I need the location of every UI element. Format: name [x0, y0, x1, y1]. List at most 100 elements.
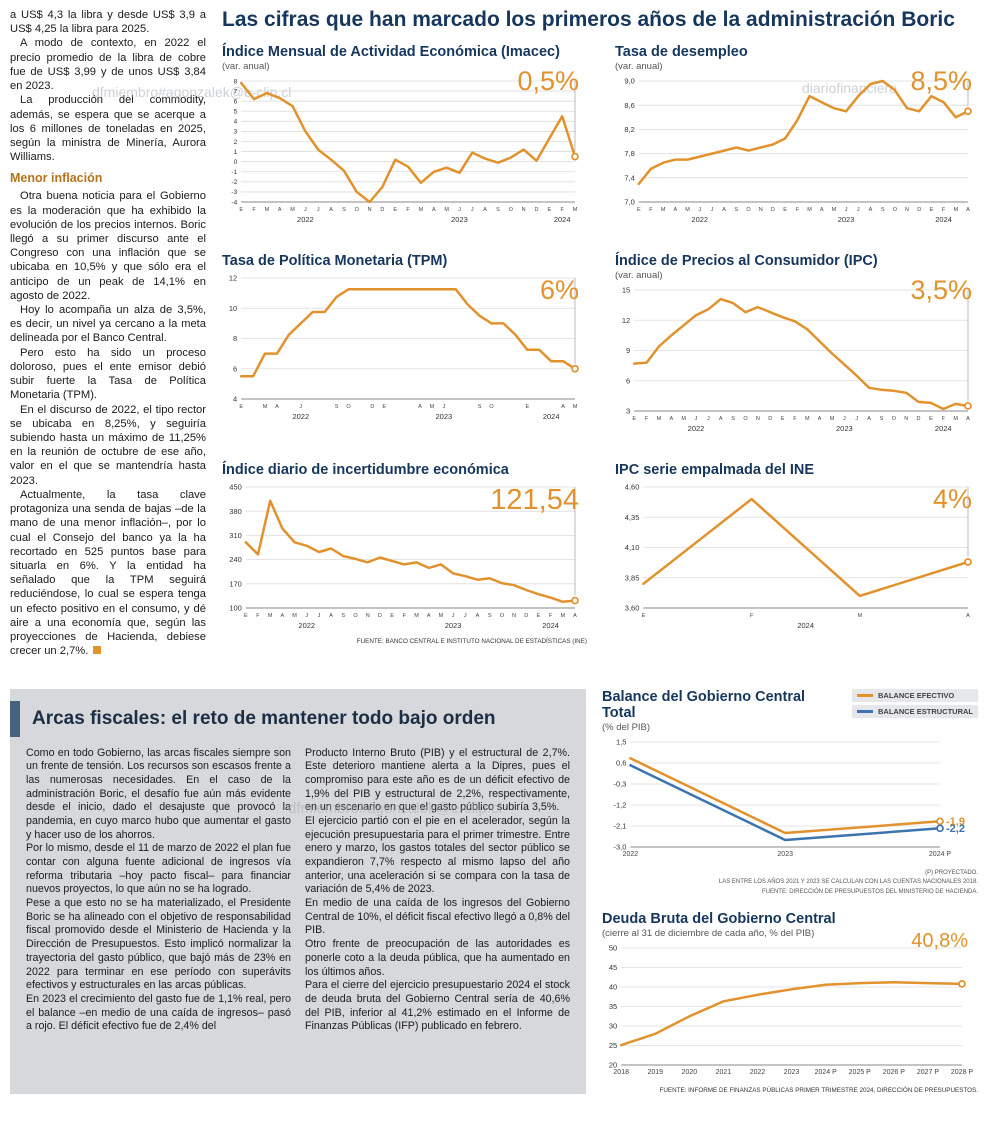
- legend-item-estructural: BALANCE ESTRUCTURAL: [852, 704, 978, 718]
- svg-text:S: S: [881, 207, 885, 213]
- arcas-column-2: Producto Interno Bruto (PIB) y el estruc…: [305, 747, 570, 1034]
- arcas-header: Arcas fiscales: el reto de mantener todo…: [10, 700, 570, 737]
- svg-text:F: F: [406, 207, 410, 213]
- svg-text:S: S: [496, 207, 500, 213]
- svg-text:8: 8: [233, 334, 237, 343]
- legend-label: BALANCE ESTRUCTURAL: [878, 706, 973, 716]
- svg-text:E: E: [547, 207, 551, 213]
- svg-text:S: S: [880, 416, 884, 422]
- svg-text:M: M: [953, 416, 958, 422]
- svg-text:4,35: 4,35: [625, 513, 640, 522]
- chart-card-ipc-ine: IPC serie empalmada del INE 4,60 4,35 4,10…: [615, 462, 980, 645]
- svg-text:E: E: [525, 404, 529, 410]
- paragraph: A modo de contexto, en 2022 el precio pr…: [10, 37, 206, 93]
- svg-text:2022: 2022: [691, 215, 708, 224]
- svg-text:-3,0: -3,0: [613, 842, 626, 851]
- svg-text:2023: 2023: [436, 412, 453, 421]
- legend-item-efectivo: BALANCE EFECTIVO: [852, 688, 978, 702]
- svg-text:M: M: [414, 613, 419, 619]
- svg-text:J: J: [304, 207, 307, 213]
- svg-text:3,85: 3,85: [625, 573, 640, 582]
- svg-text:M: M: [439, 613, 444, 619]
- svg-text:O: O: [509, 207, 514, 213]
- svg-text:F: F: [549, 613, 553, 619]
- svg-text:E: E: [783, 207, 787, 213]
- svg-text:M: M: [858, 613, 863, 619]
- svg-text:M: M: [573, 207, 578, 213]
- svg-text:E: E: [781, 416, 785, 422]
- footnote: LAS ENTRE LOS AÑOS 2021 Y 2023 SE CALCUL…: [718, 879, 978, 886]
- svg-text:J: J: [707, 416, 710, 422]
- svg-text:J: J: [442, 404, 445, 410]
- svg-text:A: A: [966, 613, 970, 619]
- svg-text:N: N: [756, 416, 760, 422]
- svg-text:2024: 2024: [935, 215, 952, 224]
- svg-text:A: A: [674, 207, 678, 213]
- svg-text:2025 P: 2025 P: [849, 1069, 872, 1076]
- svg-text:J: J: [711, 207, 714, 213]
- svg-text:45: 45: [609, 963, 617, 972]
- svg-text:A: A: [281, 613, 285, 619]
- svg-text:2022: 2022: [297, 215, 314, 224]
- top-section: a US$ 4,3 la libra y desde US$ 3,9 a US$…: [0, 0, 988, 659]
- page-title: Las cifras que han marcado los primeros …: [222, 8, 955, 31]
- svg-text:M: M: [805, 416, 810, 422]
- svg-text:5: 5: [234, 109, 238, 116]
- svg-text:A: A: [432, 207, 436, 213]
- svg-text:D: D: [917, 416, 921, 422]
- svg-text:J: J: [845, 207, 848, 213]
- chart-card-ipc: Índice de Precios al Consumidor (IPC) (v…: [615, 253, 980, 440]
- svg-text:E: E: [930, 207, 934, 213]
- svg-text:A: A: [418, 404, 422, 410]
- svg-text:A: A: [820, 207, 824, 213]
- svg-text:J: J: [318, 613, 321, 619]
- chart-card-tpm: Tasa de Política Monetaria (TPM) 12 10 8 6 4…: [222, 253, 587, 440]
- paragraph: Producto Interno Bruto (PIB) y el estruc…: [305, 746, 570, 814]
- legend-swatch-blue: [857, 709, 873, 713]
- svg-text:2024: 2024: [554, 215, 571, 224]
- svg-text:S: S: [478, 404, 482, 410]
- svg-text:2024 P: 2024 P: [929, 851, 952, 858]
- paragraph: Como en todo Gobierno, las arcas fiscale…: [26, 746, 291, 841]
- svg-text:M: M: [263, 404, 268, 410]
- svg-text:N: N: [368, 207, 372, 213]
- svg-text:A: A: [483, 207, 487, 213]
- chart-title: Tasa de desempleo: [615, 44, 748, 60]
- svg-text:2024: 2024: [797, 621, 814, 630]
- svg-text:D: D: [771, 207, 775, 213]
- balance-line-chart: 1,5 0,6 -0,3 -1,2 -2,1 -3,0 2022 2023 2024 P -1,9…: [602, 735, 978, 868]
- svg-text:2023: 2023: [836, 424, 853, 433]
- svg-text:50: 50: [609, 944, 617, 953]
- svg-text:M: M: [292, 613, 297, 619]
- svg-text:A: A: [722, 207, 726, 213]
- svg-text:2: 2: [234, 139, 238, 146]
- chart-subtitle: (cierre al 31 de diciembre de cada año, …: [602, 928, 815, 940]
- svg-text:J: J: [843, 416, 846, 422]
- svg-text:D: D: [768, 416, 772, 422]
- svg-text:2023: 2023: [838, 215, 855, 224]
- svg-text:30: 30: [609, 1022, 617, 1031]
- article-subheading: Menor inflación: [10, 171, 103, 186]
- ipc-ine-line-chart: 4,60 4,35 4,10 3,85 3,60 E F M A 2024: [615, 480, 980, 637]
- svg-text:2024: 2024: [935, 424, 952, 433]
- svg-text:E: E: [637, 207, 641, 213]
- svg-text:35: 35: [609, 1002, 617, 1011]
- arcas-fiscales-box: Arcas fiscales: el reto de mantener todo…: [10, 688, 586, 1095]
- svg-text:0: 0: [234, 159, 238, 166]
- svg-text:F: F: [645, 416, 649, 422]
- paragraph: Pese a que esto no se ha materializado, …: [26, 897, 291, 992]
- svg-text:E: E: [642, 613, 646, 619]
- svg-text:J: J: [317, 207, 320, 213]
- svg-text:2027 P: 2027 P: [917, 1069, 940, 1076]
- svg-text:3: 3: [626, 407, 630, 416]
- svg-text:E: E: [632, 416, 636, 422]
- svg-text:4,10: 4,10: [625, 543, 640, 552]
- svg-text:2022: 2022: [688, 424, 705, 433]
- chart-subtitle: (var. anual): [222, 61, 270, 72]
- svg-text:2023: 2023: [445, 621, 462, 630]
- svg-text:S: S: [735, 207, 739, 213]
- svg-text:8: 8: [234, 78, 238, 85]
- svg-text:O: O: [489, 404, 494, 410]
- chart-card-desempleo: Tasa de desempleo (var. anual) 9,0 8,6 8,2…: [615, 44, 980, 231]
- paragraph: En 2023 el crecimiento del gasto fue de …: [26, 992, 291, 1033]
